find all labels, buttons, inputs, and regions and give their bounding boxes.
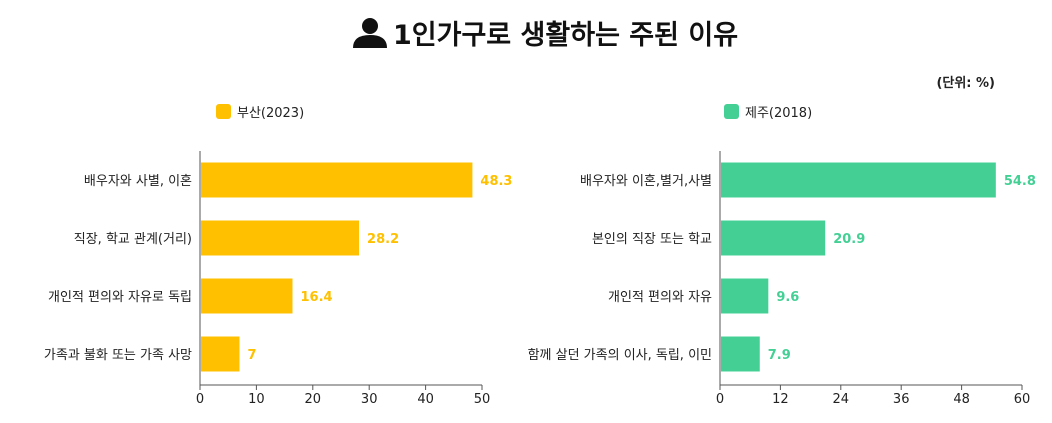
x-tick-label-busan-5: 50 [474, 392, 491, 407]
unit-label: (단위: %) [936, 75, 995, 91]
bar-jeju-2 [721, 278, 769, 314]
x-tick-label-jeju-4: 48 [953, 392, 970, 407]
legend-label-busan: 부산(2023) [237, 106, 304, 121]
x-tick-label-jeju-2: 24 [833, 392, 850, 407]
x-tick-label-jeju-5: 60 [1014, 392, 1031, 407]
data-labels-jeju: 54.8 20.9 9.6 7.9 [768, 174, 1036, 363]
data-label-busan-3: 7 [247, 348, 256, 363]
x-axis-ticks-busan: 0 10 20 30 40 50 [196, 385, 490, 407]
data-label-busan-0: 48.3 [480, 174, 512, 189]
x-tick-label-busan-4: 40 [417, 392, 434, 407]
bar-busan-0 [201, 162, 473, 198]
x-tick-label-busan-1: 10 [248, 392, 265, 407]
x-tick-label-busan-3: 30 [361, 392, 378, 407]
category-label-busan-1: 직장, 학교 관계(거리) [74, 232, 192, 247]
category-label-busan-3: 가족과 불화 또는 가족 사망 [44, 348, 192, 363]
data-label-jeju-3: 7.9 [768, 348, 791, 363]
data-label-busan-2: 16.4 [300, 290, 332, 305]
bar-series-jeju [721, 162, 996, 372]
bar-series-busan [201, 162, 473, 372]
data-label-jeju-0: 54.8 [1004, 174, 1036, 189]
x-tick-label-busan-2: 20 [305, 392, 322, 407]
category-label-busan-2: 개인적 편의와 자유로 독립 [48, 290, 192, 305]
user-icon [353, 18, 387, 48]
bar-jeju-0 [721, 162, 996, 198]
legend-swatch-busan [216, 104, 231, 119]
x-axis-ticks-jeju: 0 12 24 36 48 60 [716, 385, 1030, 407]
bar-busan-3 [201, 336, 240, 372]
data-label-jeju-2: 9.6 [776, 290, 799, 305]
category-label-jeju-2: 개인적 편의와 자유 [608, 290, 712, 305]
category-label-jeju-1: 본인의 직장 또는 학교 [592, 232, 712, 247]
x-tick-label-jeju-3: 36 [893, 392, 910, 407]
x-tick-label-busan-0: 0 [196, 392, 204, 407]
bar-jeju-1 [721, 220, 826, 256]
legend-label-jeju: 제주(2018) [745, 106, 812, 121]
x-tick-label-jeju-0: 0 [716, 392, 724, 407]
chart-title: 1인가구로 생활하는 주된 이유 [393, 20, 738, 51]
bar-busan-1 [201, 220, 360, 256]
data-label-busan-1: 28.2 [367, 232, 399, 247]
data-label-jeju-1: 20.9 [833, 232, 865, 247]
bar-jeju-3 [721, 336, 760, 372]
data-labels-busan: 48.3 28.2 16.4 7 [247, 174, 512, 363]
category-label-busan-0: 배우자와 사별, 이혼 [84, 174, 192, 189]
bar-busan-2 [201, 278, 293, 314]
x-tick-label-jeju-1: 12 [772, 392, 789, 407]
legend-swatch-jeju [724, 104, 739, 119]
category-label-jeju-3: 함께 살던 가족의 이사, 독립, 이민 [528, 348, 712, 363]
category-label-jeju-0: 배우자와 이혼,별거,사별 [580, 174, 712, 189]
chart-header: 1인가구로 생활하는 주된 이유 (단위: %) [353, 18, 995, 91]
